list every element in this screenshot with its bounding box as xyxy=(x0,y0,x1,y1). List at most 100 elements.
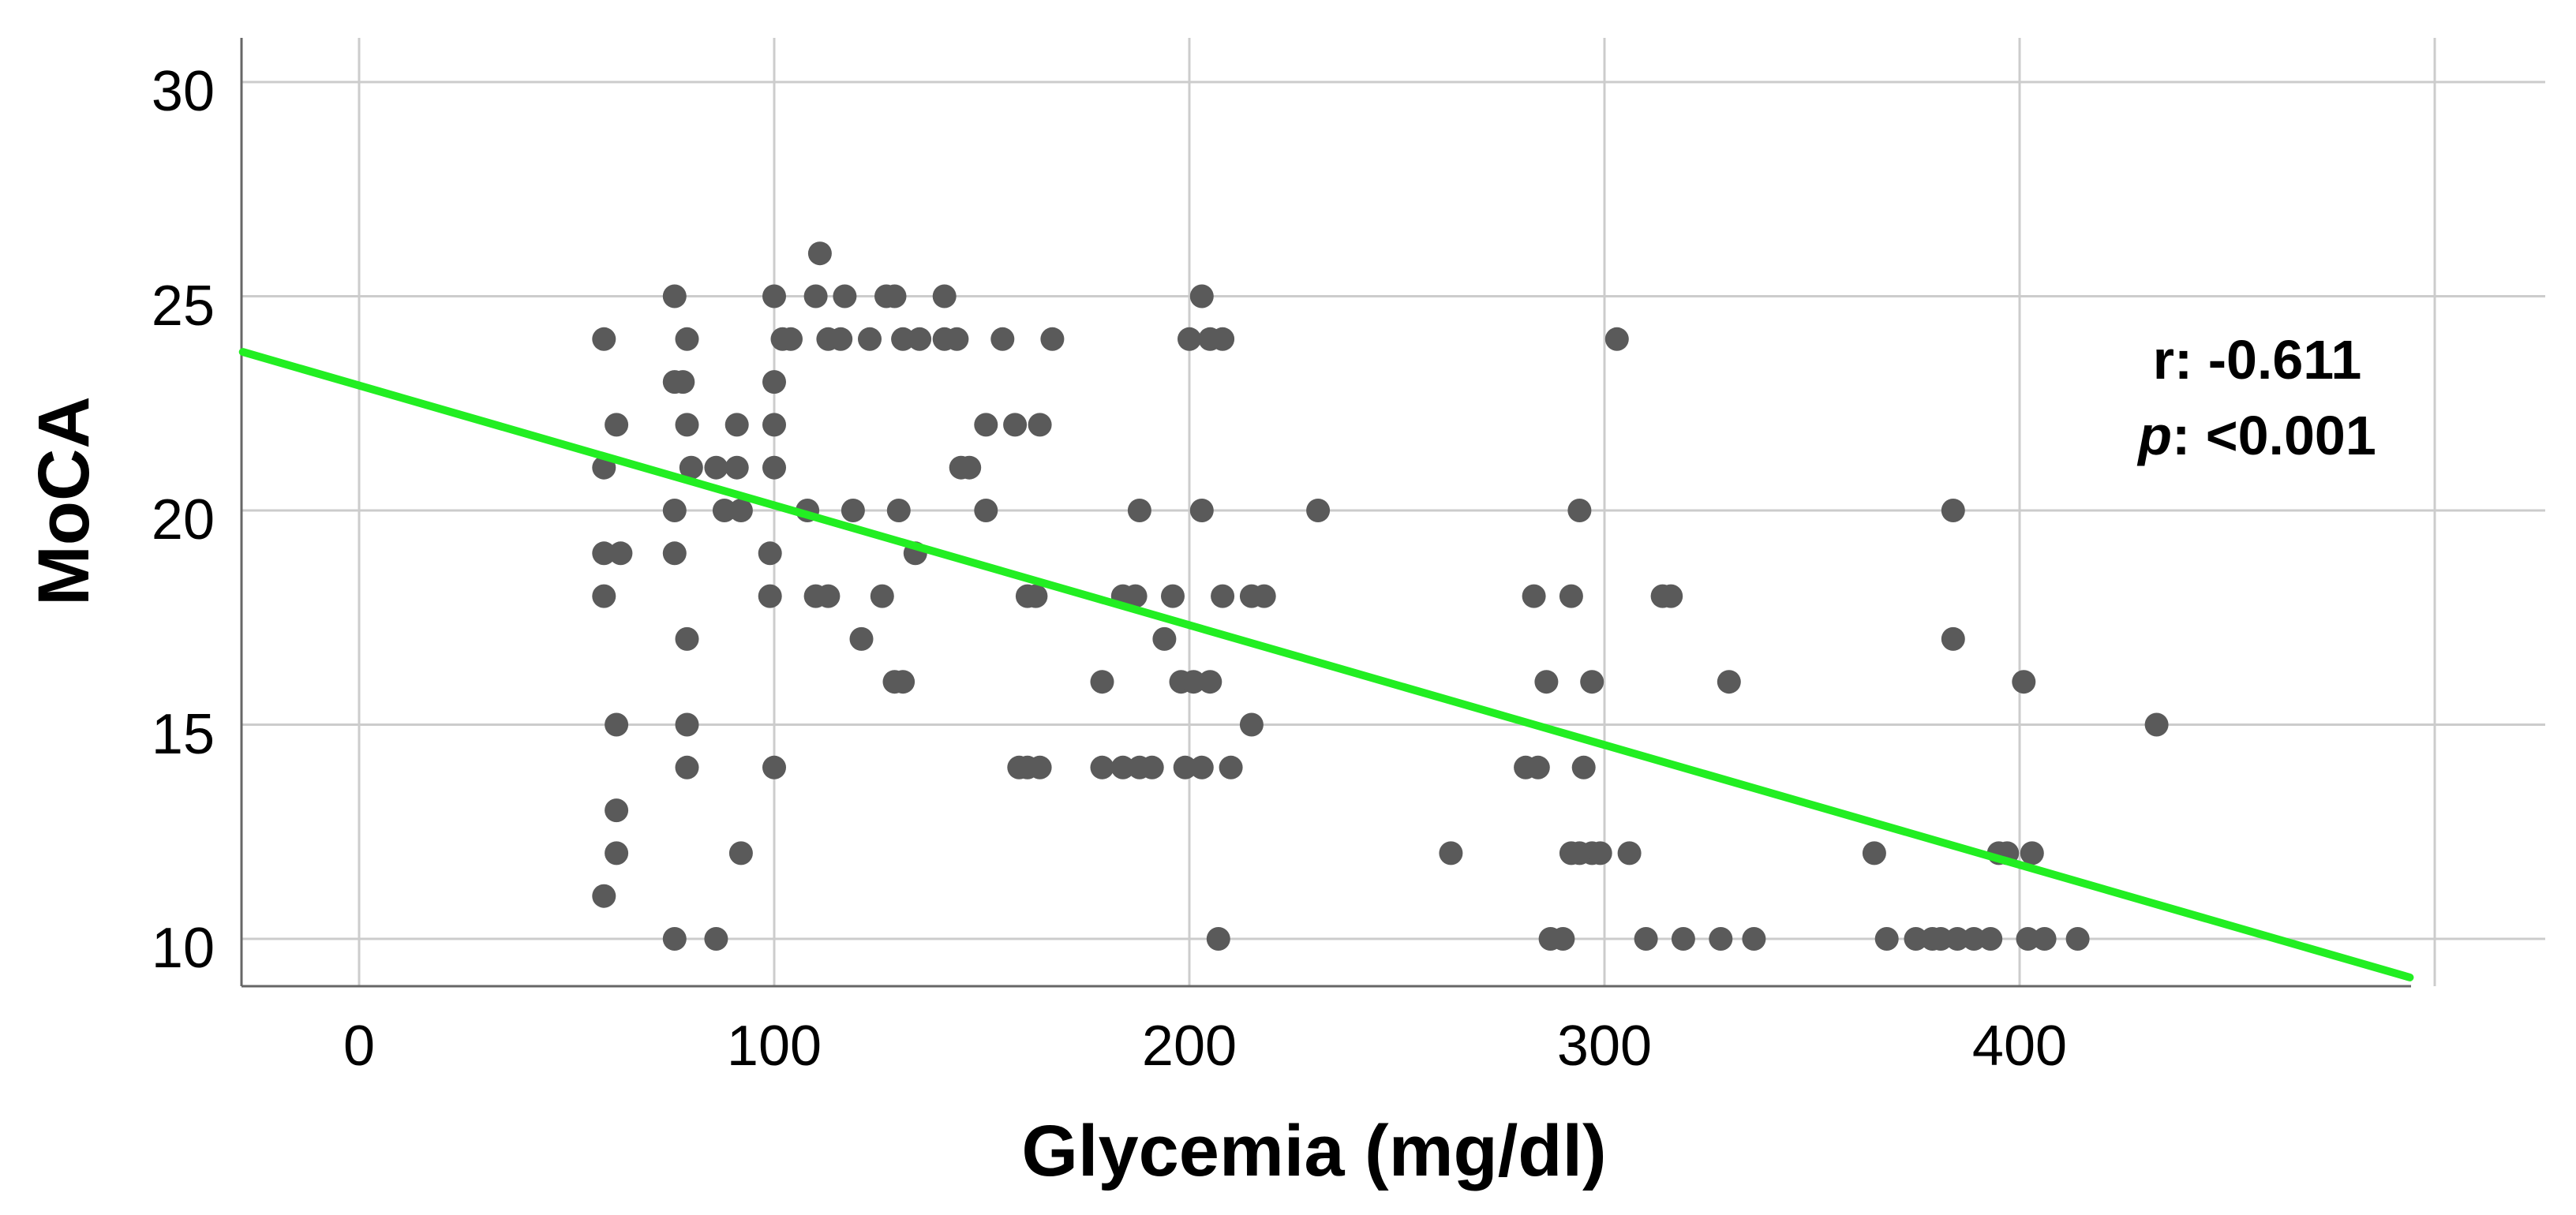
data-point xyxy=(679,455,703,480)
data-point xyxy=(662,541,687,566)
data-point xyxy=(1152,626,1177,651)
data-point xyxy=(803,284,828,308)
data-point xyxy=(1219,755,1243,779)
y-tick-label-15: 15 xyxy=(152,703,215,766)
data-point xyxy=(1040,327,1065,351)
data-point xyxy=(891,327,915,351)
data-point xyxy=(675,327,699,351)
data-point xyxy=(1252,584,1276,608)
data-point xyxy=(592,327,616,351)
data-point xyxy=(762,370,786,394)
x-tick-label-0: 0 xyxy=(343,1015,375,1078)
data-point xyxy=(990,327,1015,351)
data-point xyxy=(849,626,874,651)
p-value-text: : <0.001 xyxy=(2172,405,2376,466)
data-point xyxy=(1306,499,1331,522)
x-tick-label-200: 200 xyxy=(1142,1015,1237,1078)
y-axis-title: MoCA xyxy=(24,396,104,606)
data-point xyxy=(1028,755,1052,779)
y-tick-labels: 30 25 20 15 10 xyxy=(152,60,215,980)
data-point xyxy=(762,455,786,480)
x-tick-label-100: 100 xyxy=(727,1015,822,1078)
data-point xyxy=(816,584,841,608)
data-point xyxy=(1941,499,1965,522)
data-point xyxy=(728,841,753,865)
data-point xyxy=(1178,327,1201,351)
data-point xyxy=(1604,327,1629,351)
data-point xyxy=(758,541,782,566)
data-point xyxy=(829,327,853,351)
data-point xyxy=(1024,584,1048,608)
data-point xyxy=(2144,712,2169,737)
data-point xyxy=(1189,499,1214,522)
data-point xyxy=(1181,670,1206,694)
data-point xyxy=(2065,927,2090,951)
data-point xyxy=(758,584,782,608)
data-point xyxy=(675,626,699,651)
x-tick-labels: 0 100 200 300 400 xyxy=(343,1015,2067,1078)
data-point xyxy=(1941,626,1965,651)
data-point xyxy=(1717,670,1741,694)
y-tick-label-30: 30 xyxy=(152,60,215,123)
data-point xyxy=(1090,755,1114,779)
data-point xyxy=(1003,413,1028,437)
data-point xyxy=(908,327,932,351)
x-axis-title: Glycemia (mg/dl) xyxy=(1021,1111,1606,1191)
data-point xyxy=(1945,927,1970,951)
data-point xyxy=(724,455,749,480)
data-point xyxy=(2020,841,2044,865)
data-point xyxy=(1874,927,1899,951)
data-point xyxy=(1709,927,1733,951)
data-point xyxy=(2012,670,2036,694)
data-point xyxy=(886,499,911,522)
data-point xyxy=(605,841,629,865)
data-point xyxy=(1161,584,1185,608)
data-point xyxy=(1090,670,1114,694)
data-point xyxy=(1671,927,1695,951)
data-point xyxy=(882,284,907,308)
data-point xyxy=(1206,927,1230,951)
data-point xyxy=(662,284,687,308)
data-point xyxy=(2032,927,2057,951)
data-point xyxy=(870,584,894,608)
data-point xyxy=(1239,712,1264,737)
data-point xyxy=(1571,755,1596,779)
data-point xyxy=(1929,927,1953,951)
data-point xyxy=(858,327,882,351)
y-tick-label-25: 25 xyxy=(152,275,215,338)
data-point xyxy=(807,241,832,266)
data-point xyxy=(592,541,616,566)
data-point xyxy=(605,798,629,823)
data-point xyxy=(1189,284,1214,308)
data-point xyxy=(841,499,865,522)
data-point xyxy=(945,327,969,351)
data-point xyxy=(974,413,998,437)
data-point xyxy=(662,927,687,951)
data-point xyxy=(1588,841,1612,865)
data-point xyxy=(762,755,786,779)
data-point xyxy=(605,712,629,737)
data-point xyxy=(1526,755,1550,779)
data-point xyxy=(1551,927,1575,951)
data-point xyxy=(605,413,629,437)
x-tick-label-400: 400 xyxy=(1972,1015,2067,1078)
data-point xyxy=(2016,927,2040,951)
data-point xyxy=(662,499,687,522)
y-tick-label-20: 20 xyxy=(152,488,215,551)
p-value-label: p: <0.001 xyxy=(2136,405,2376,466)
data-point xyxy=(1439,841,1463,865)
data-point xyxy=(1127,499,1151,522)
data-point xyxy=(1979,927,2003,951)
data-point xyxy=(728,499,753,522)
data-point xyxy=(1904,927,1928,951)
data-point xyxy=(675,712,699,737)
data-point xyxy=(671,370,695,394)
data-point xyxy=(1580,670,1604,694)
gridlines xyxy=(242,38,2545,986)
data-point xyxy=(833,284,857,308)
data-point xyxy=(1634,927,1658,951)
data-point xyxy=(1567,499,1592,522)
data-point xyxy=(608,541,633,566)
data-point xyxy=(724,413,749,437)
